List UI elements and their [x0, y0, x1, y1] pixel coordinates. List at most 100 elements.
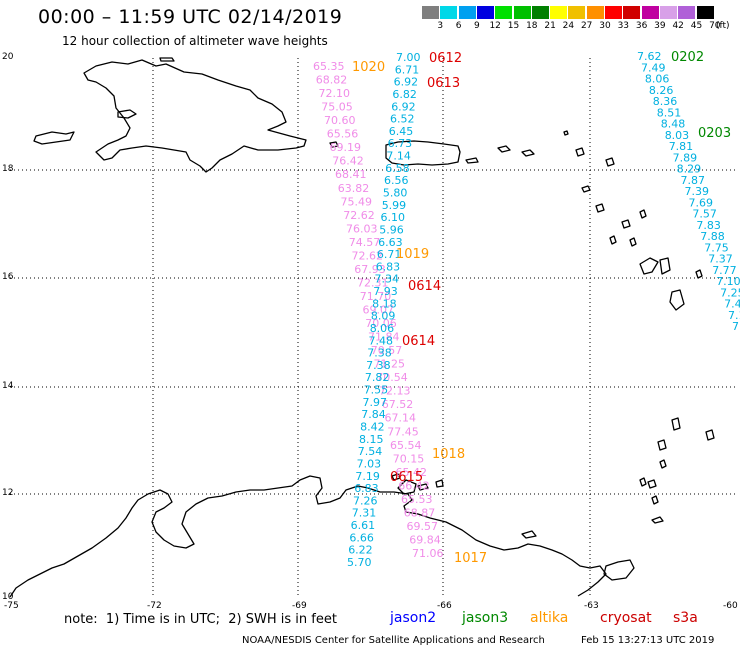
- right-track-wave-height: 8.51: [657, 106, 682, 119]
- jason2-wave-height: 7.97: [363, 396, 388, 409]
- altika-wave-height: 76.03: [346, 222, 378, 235]
- altika-wave-height: 72.31: [357, 276, 389, 289]
- credit-line: NOAA/NESDIS Center for Satellite Applica…: [242, 635, 545, 646]
- colorbar-label: 3: [437, 21, 444, 31]
- pass-label: 0615: [390, 470, 423, 485]
- small-cay-5: [651, 495, 659, 505]
- small-cay-4: [695, 269, 703, 279]
- jason2-wave-height: 7.38: [367, 347, 392, 360]
- legend-cryosat: cryosat: [600, 610, 652, 626]
- map-subtitle: 12 hour collection of altimeter wave hei…: [62, 34, 328, 48]
- altika-wave-height: 72.10: [319, 87, 351, 100]
- colorbar-swatch: [641, 6, 659, 19]
- dominica-island: [659, 257, 671, 275]
- st-vincent-island: [657, 439, 667, 451]
- lat-tick-label: 14: [2, 381, 14, 391]
- jason2-wave-height: 5.70: [347, 556, 372, 569]
- jason2-wave-height: 7.34: [375, 273, 400, 286]
- colorbar-label: 45: [690, 21, 703, 31]
- altika-wave-height: 71.70: [360, 290, 392, 303]
- anguilla-island: [581, 185, 591, 193]
- colorbar-label: 39: [654, 21, 666, 31]
- colorbar-swatch: [678, 6, 696, 19]
- right-track-wave-height: 7.87: [681, 174, 706, 187]
- small-cay-2: [639, 209, 647, 219]
- pass-label: 0613: [427, 76, 460, 91]
- colorbar-swatch: [696, 6, 714, 19]
- jason2-wave-height: 6.63: [378, 236, 403, 249]
- altika-wave-height: 65.56: [327, 128, 359, 141]
- lon-tick-label: -60: [723, 601, 738, 611]
- right-track-wave-height: 7.25: [720, 286, 740, 299]
- altika-wave-height: 69.84: [409, 534, 441, 547]
- altika-wave-height: 69.19: [330, 141, 362, 154]
- martinique-island: [669, 289, 685, 311]
- right-track-wave-height: 7.10: [716, 275, 740, 288]
- colorbar-swatch: [623, 6, 641, 19]
- pass-label: 1020: [352, 60, 385, 75]
- jason2-wave-height: 6.92: [394, 76, 419, 89]
- right-track-wave-height: 8.48: [661, 118, 686, 131]
- jason2-wave-height: 7.03: [357, 458, 382, 471]
- jason2-wave-height: 6.66: [349, 531, 374, 544]
- colorbar-label: 15: [507, 21, 520, 31]
- right-track-wave-height: 7.62: [637, 50, 662, 63]
- altika-wave-height: 75.05: [321, 101, 353, 114]
- footer-note: note: 1) Time is in UTC; 2) SWH is in fe…: [64, 612, 337, 627]
- altika-wave-height: 72.13: [379, 385, 411, 398]
- jason2-wave-height: 6.82: [392, 88, 417, 101]
- guadeloupe-island: [639, 257, 659, 275]
- jason2-wave-height: 6.71: [377, 248, 402, 261]
- colorbar-swatch: [550, 6, 568, 19]
- jason2-wave-height: 7.48: [369, 334, 394, 347]
- lon-tick-label: -63: [584, 601, 599, 611]
- pass-label: 1017: [454, 551, 487, 566]
- right-track-wave-height: 8.26: [649, 84, 674, 97]
- pass-label: 0614: [408, 279, 441, 294]
- altika-wave-height: 67.93: [354, 263, 386, 276]
- jason2-wave-height: 6.61: [351, 519, 376, 532]
- right-track-wave-height: 7.49: [641, 61, 666, 74]
- colorbar-swatch: [440, 6, 458, 19]
- jason2-wave-height: 8.09: [371, 310, 396, 323]
- tortuga-island: [159, 57, 175, 62]
- colorbar-label: 70: [709, 21, 721, 31]
- colorbar-label: 21: [544, 21, 556, 31]
- st-barts-island: [605, 157, 615, 167]
- colorbar-label: 27: [580, 21, 593, 31]
- altika-wave-height: 70.15: [393, 452, 425, 465]
- altika-wave-height: 68.41: [335, 168, 367, 181]
- right-track-wave-height: 7.89: [673, 151, 698, 164]
- colorbar-label: 12: [489, 21, 501, 31]
- right-track-wave-height: 7.37: [708, 253, 733, 266]
- right-track-wave-height: 7.81: [669, 140, 694, 153]
- right-track-wave-height: 7.83: [696, 219, 721, 232]
- hispaniola-coast: [83, 59, 307, 173]
- jason2-wave-height: 8.42: [360, 421, 385, 434]
- jason2-wave-height: 7.54: [358, 445, 383, 458]
- lon-tick-label: -69: [292, 601, 307, 611]
- altika-wave-height: 63.82: [338, 182, 370, 195]
- altika-wave-height: 76.42: [332, 155, 364, 168]
- right-track-wave-height: 8.29: [677, 163, 702, 176]
- jason2-wave-height: 7.26: [353, 494, 378, 507]
- jason2-wave-height: 6.73: [388, 137, 413, 150]
- small-cay-1: [563, 130, 569, 136]
- altika-wave-height: 68.82: [316, 74, 348, 87]
- map-title: 00:00 – 11:59 UTC 02/14/2019: [38, 6, 343, 28]
- colorbar-swatch: [531, 6, 549, 19]
- colorbar-swatch: [458, 6, 476, 19]
- right-track-wave-height: 8.06: [645, 73, 670, 86]
- right-track-wave-height: 7.24: [732, 320, 740, 333]
- jason2-wave-height: 7.31: [352, 507, 377, 520]
- grenadines-islands: [659, 459, 667, 469]
- colorbar-swatch: [659, 6, 677, 19]
- colorbar-swatch: [513, 6, 531, 19]
- jason2-wave-height: 8.18: [372, 297, 397, 310]
- jason2-wave-height: 6.71: [395, 63, 420, 76]
- jason2-wave-height: 5.80: [383, 187, 408, 200]
- paraguana-peninsula: [397, 479, 417, 495]
- antigua-island: [621, 219, 631, 229]
- jason2-wave-height: 8.15: [359, 433, 384, 446]
- altika-wave-height: 69.57: [407, 520, 439, 533]
